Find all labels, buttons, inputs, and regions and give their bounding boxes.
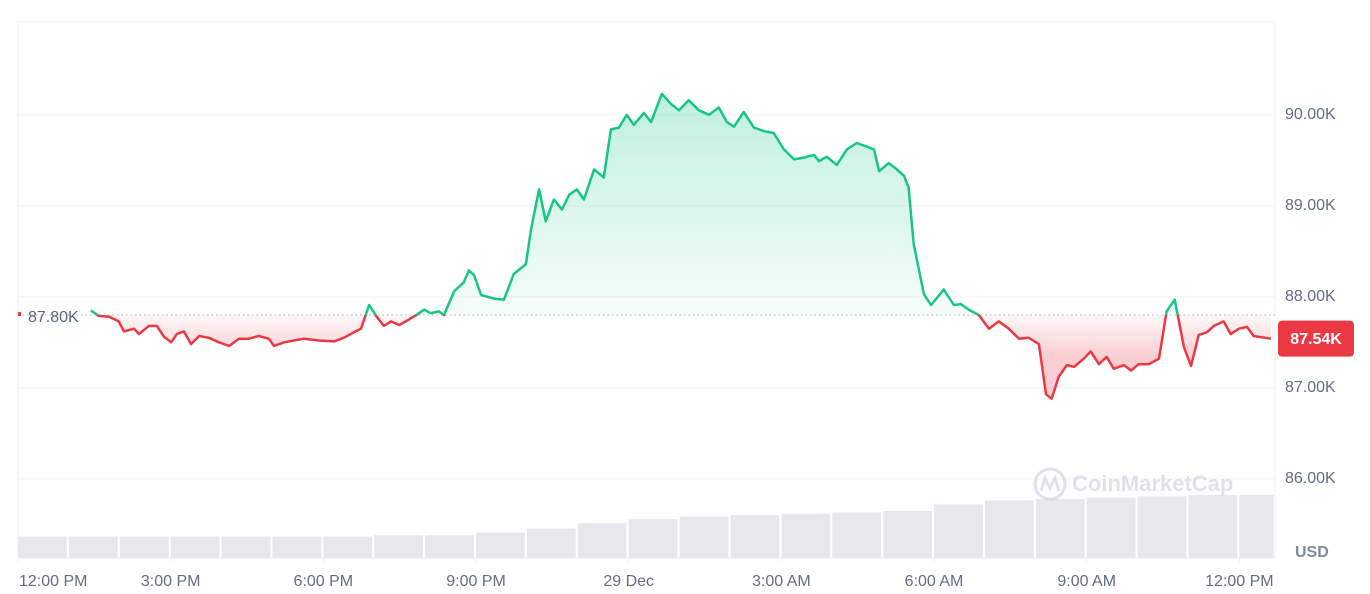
volume-bar bbox=[679, 516, 729, 558]
volume-bar bbox=[883, 511, 932, 558]
volume-bar bbox=[425, 535, 474, 558]
current-price-label: 87.54K bbox=[1290, 331, 1342, 348]
volume-bar bbox=[984, 500, 1034, 558]
x-tick-label: 9:00 AM bbox=[1057, 573, 1116, 590]
watermark-text: CoinMarketCap bbox=[1072, 471, 1233, 496]
volume-bar bbox=[374, 535, 424, 558]
x-tick-label: 6:00 PM bbox=[294, 573, 354, 590]
volume-bar bbox=[68, 536, 118, 558]
x-tick-label: 29 Dec bbox=[603, 573, 654, 590]
volume-bar bbox=[1035, 499, 1085, 558]
x-tick-label: 3:00 PM bbox=[141, 573, 201, 590]
volume-bar bbox=[476, 532, 525, 558]
x-tick-label: 3:00 AM bbox=[752, 573, 811, 590]
y-tick-label: 89.00K bbox=[1285, 197, 1336, 214]
price-line bbox=[90, 92, 1272, 400]
volume-bar bbox=[18, 536, 67, 558]
watermark: CoinMarketCap bbox=[1033, 467, 1233, 501]
volume-bar bbox=[1086, 497, 1136, 558]
current-price-tag bbox=[1278, 320, 1354, 357]
x-tick-label: 12:00 PM bbox=[19, 573, 87, 590]
baseline-label: 87.80K bbox=[28, 309, 79, 326]
price-area bbox=[90, 93, 1271, 399]
volume-bar bbox=[323, 536, 373, 558]
baseline-marker bbox=[18, 312, 21, 317]
volume-bar bbox=[577, 523, 627, 558]
volume-bar bbox=[730, 515, 780, 558]
volume-bar bbox=[272, 536, 322, 558]
y-tick-label: 88.00K bbox=[1285, 288, 1336, 305]
volume-bar bbox=[170, 536, 220, 558]
volume-bar bbox=[934, 504, 983, 558]
volume-bar bbox=[1239, 495, 1274, 558]
volume-bar bbox=[1188, 495, 1238, 558]
y-tick-label: 87.00K bbox=[1285, 379, 1336, 396]
volume-bar bbox=[119, 536, 169, 558]
volume-bar bbox=[1137, 496, 1187, 558]
volume-bar bbox=[221, 536, 271, 558]
x-tick-label: 9:00 PM bbox=[446, 573, 506, 590]
x-tick-label: 6:00 AM bbox=[905, 573, 964, 590]
x-tick-label: 12:00 PM bbox=[1205, 573, 1273, 590]
y-tick-label: 86.00K bbox=[1285, 470, 1336, 487]
volume-bar bbox=[832, 512, 882, 558]
volume-bar bbox=[526, 528, 576, 558]
volume-bar bbox=[628, 519, 678, 558]
volume-bar bbox=[781, 513, 831, 558]
y-tick-label: 90.00K bbox=[1285, 106, 1336, 123]
currency-label: USD bbox=[1295, 544, 1329, 561]
watermark-logo bbox=[1033, 467, 1067, 501]
watermark-logo-mark bbox=[1039, 473, 1061, 492]
